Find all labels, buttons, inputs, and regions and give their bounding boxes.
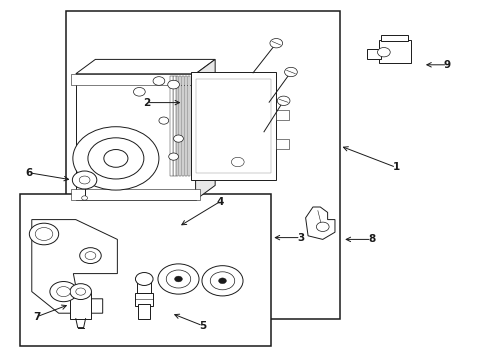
Bar	[20, 194, 271, 346]
Bar	[135, 293, 153, 306]
Bar	[378, 40, 410, 63]
Circle shape	[81, 196, 87, 200]
Circle shape	[168, 153, 178, 160]
Bar	[71, 74, 200, 85]
Text: 1: 1	[392, 162, 399, 172]
Circle shape	[269, 39, 282, 48]
Circle shape	[277, 96, 289, 105]
Bar	[184, 76, 187, 176]
Text: 9: 9	[443, 60, 450, 70]
Polygon shape	[32, 220, 117, 313]
Text: 4: 4	[216, 197, 224, 207]
Circle shape	[202, 266, 243, 296]
Bar	[138, 304, 150, 319]
Bar	[173, 76, 175, 176]
Circle shape	[35, 228, 53, 240]
Circle shape	[158, 264, 199, 294]
Bar	[66, 11, 339, 319]
Text: 8: 8	[367, 234, 374, 244]
Bar	[179, 76, 181, 176]
Circle shape	[174, 276, 182, 282]
Bar	[381, 35, 407, 41]
Circle shape	[79, 176, 90, 184]
Circle shape	[153, 77, 164, 85]
Circle shape	[377, 48, 389, 57]
Circle shape	[159, 117, 168, 124]
Bar	[170, 76, 172, 176]
Bar	[190, 72, 276, 180]
Circle shape	[210, 272, 234, 290]
Circle shape	[135, 273, 153, 285]
Circle shape	[103, 149, 128, 167]
Bar	[195, 79, 271, 173]
Circle shape	[218, 278, 226, 284]
Circle shape	[57, 287, 70, 297]
Circle shape	[73, 127, 159, 190]
Bar	[70, 292, 91, 319]
Polygon shape	[305, 207, 334, 239]
Circle shape	[85, 252, 96, 260]
Text: 3: 3	[297, 233, 304, 243]
Circle shape	[231, 157, 244, 167]
Polygon shape	[195, 59, 215, 200]
Circle shape	[316, 222, 328, 231]
Circle shape	[284, 67, 297, 77]
Bar	[176, 76, 178, 176]
Text: 5: 5	[199, 321, 206, 331]
Text: 2: 2	[143, 98, 150, 108]
Bar	[187, 76, 190, 176]
Circle shape	[37, 229, 51, 239]
Circle shape	[80, 248, 101, 264]
Bar	[182, 76, 184, 176]
Circle shape	[133, 87, 145, 96]
Circle shape	[70, 284, 91, 300]
Circle shape	[167, 80, 179, 89]
Circle shape	[76, 288, 85, 295]
Bar	[76, 74, 195, 200]
Circle shape	[29, 223, 59, 245]
Circle shape	[173, 135, 183, 142]
Circle shape	[166, 270, 190, 288]
Circle shape	[72, 171, 97, 189]
Text: 7: 7	[33, 312, 41, 322]
Bar	[366, 49, 381, 59]
Circle shape	[50, 282, 77, 302]
Bar	[276, 139, 288, 149]
Text: 6: 6	[26, 168, 33, 178]
Bar	[71, 189, 200, 200]
Bar	[137, 279, 151, 293]
Bar	[276, 110, 288, 120]
Circle shape	[88, 138, 143, 179]
Polygon shape	[76, 59, 215, 74]
